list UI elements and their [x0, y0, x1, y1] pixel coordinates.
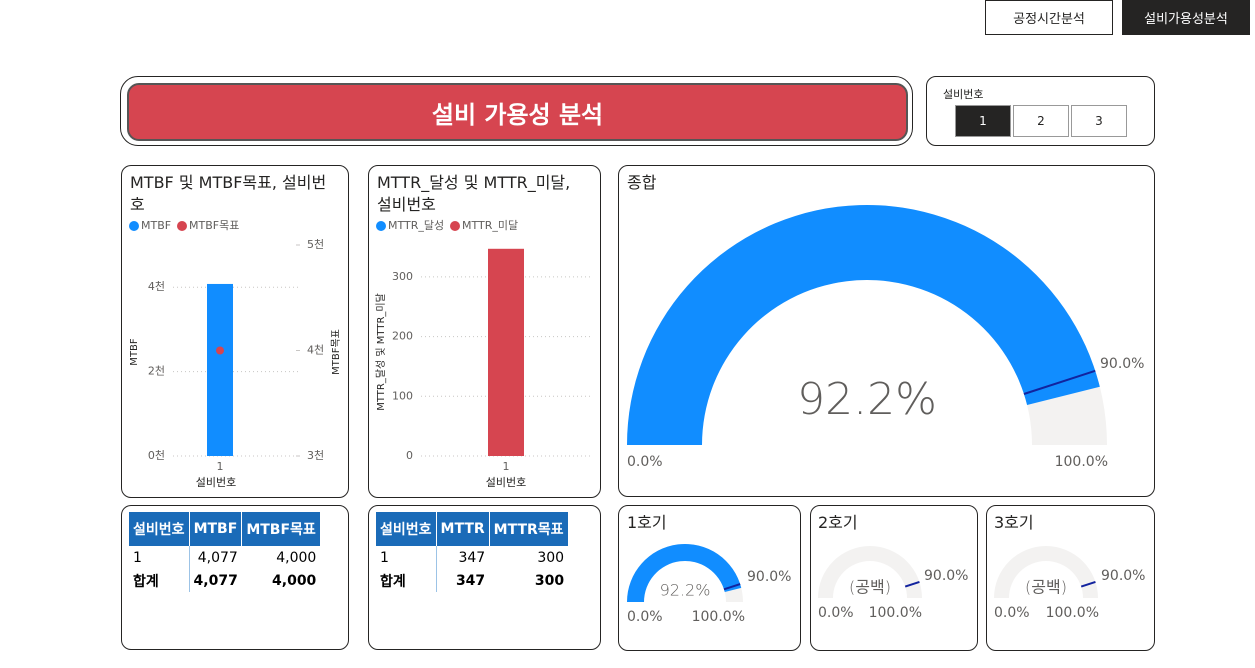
chart-title: 1호기: [627, 513, 667, 532]
nav-button[interactable]: 설비가용성분석: [1122, 0, 1250, 35]
table-cell: 300: [537, 549, 565, 566]
table-row: 1 4,077 4,000: [129, 546, 320, 569]
panel: [121, 165, 349, 498]
table-cell: 합계: [129, 569, 190, 592]
slicer-button[interactable]: 2: [1013, 105, 1069, 137]
slicer-button[interactable]: 1: [955, 105, 1011, 137]
column-header: MTTR목표: [489, 512, 569, 546]
table-row: 1 347 300: [376, 546, 568, 569]
nav-button[interactable]: 공정시간분석: [985, 0, 1113, 35]
table-cell: 4,000: [276, 549, 317, 566]
table-cell: 4,000: [272, 572, 317, 589]
header-title: 설비 가용성 분석: [127, 83, 908, 141]
total-row: 합계 347 300: [376, 569, 568, 592]
table-cell: 합계: [376, 569, 437, 592]
header-row: 설비번호 MTTR MTTR목표: [376, 512, 569, 546]
slicer-button[interactable]: 3: [1071, 105, 1127, 137]
panel: [368, 165, 601, 498]
table-cell: 347: [458, 549, 486, 566]
table-cell: 1: [376, 546, 437, 569]
table-cell: 300: [534, 572, 565, 589]
column-header: 설비번호: [129, 512, 190, 546]
total-row: 합계 4,077 4,000: [129, 569, 320, 592]
chart-title: MTTR_달성 및 MTTR_미달, 설비번호: [377, 173, 571, 214]
column-header: MTTR: [436, 512, 490, 546]
table-cell: 1: [129, 546, 190, 569]
table-cell: 347: [455, 572, 486, 589]
data-table: 설비번호 MTBF MTBF목표 1 4,077 4,000 합계 4,077 4,000: [129, 512, 321, 592]
data-table: 설비번호 MTTR MTTR목표 1 347 300 합계 347 300: [376, 512, 569, 592]
slicer-label: 설비번호: [943, 88, 984, 101]
table-cell: 4,077: [197, 549, 238, 566]
column-header: MTBF목표: [241, 512, 321, 546]
chart-title: 2호기: [818, 513, 858, 532]
panel: [618, 165, 1155, 497]
chart-title: 종합: [627, 173, 657, 192]
chart-title: MTBF 및 MTBF목표, 설비번호: [130, 173, 327, 214]
column-header: MTBF: [189, 512, 243, 546]
chart-title: 3호기: [994, 513, 1034, 532]
header-row: 설비번호 MTBF MTBF목표: [129, 512, 321, 546]
table-cell: 4,077: [193, 572, 238, 589]
column-header: 설비번호: [376, 512, 437, 546]
